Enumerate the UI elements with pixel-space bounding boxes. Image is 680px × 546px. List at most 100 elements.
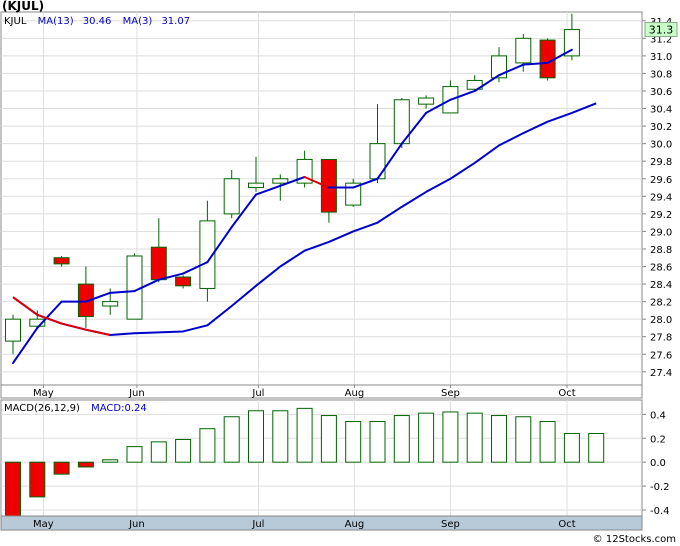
price-tick-label: 30.2	[650, 122, 672, 133]
candle-body-up	[29, 318, 46, 327]
candle	[466, 75, 483, 91]
macd-bar-positive	[248, 410, 264, 463]
macd-y-axis: 0.4 0.2 0.0 -0.2 -0.4	[642, 410, 670, 517]
candle-body-down	[175, 276, 192, 287]
macd-bar-positive	[369, 421, 386, 463]
ma3-segment	[12, 326, 39, 365]
macd-bar-positive	[563, 432, 580, 463]
macd-month-label: May	[33, 519, 54, 530]
macd-panel: 0.4 0.2 0.0 -0.2 -0.4 MACD(26,12,9) MACD:0.2…	[0, 399, 670, 517]
price-tick-label: 28.0	[650, 315, 672, 326]
ma3-segment	[230, 193, 257, 229]
ma3-segment	[303, 175, 330, 189]
candle	[345, 178, 362, 207]
chart-title: (KJUL)	[2, 0, 44, 13]
month-label: Oct	[558, 388, 575, 399]
macd-bar-positive	[223, 416, 240, 463]
candle-body-up	[466, 79, 483, 90]
price-gridlines	[1, 20, 642, 373]
macd-tick-label: 0.2	[650, 434, 666, 445]
legend-text: KJUL MA(13) 30.46 MA(3) 31.07	[4, 16, 190, 27]
candle-body-up	[272, 178, 289, 184]
legend-ma13-value: 30.46	[83, 16, 112, 27]
price-tick-label: 30.4	[650, 105, 672, 116]
macd-bar-negative	[53, 461, 70, 475]
macd-legend-value: 0.24	[125, 403, 147, 414]
price-tick-label: 27.6	[650, 350, 672, 361]
candle	[563, 13, 580, 61]
candle	[53, 255, 70, 267]
legend-ma3-value: 31.07	[161, 16, 190, 27]
macd-bar-positive	[296, 407, 313, 463]
price-tick-label: 30.0	[650, 140, 672, 151]
candle-body-up	[369, 143, 386, 180]
ma3-segment	[255, 184, 282, 196]
ma3-segment	[279, 175, 306, 187]
candle	[223, 169, 240, 219]
candle-body-up	[491, 55, 507, 79]
price-tick-label: 28.6	[650, 263, 672, 274]
candle-body-up	[102, 301, 119, 307]
candle-body-down	[320, 158, 337, 213]
macd-tick-label: -0.4	[650, 506, 670, 517]
candle-body-up	[418, 97, 435, 105]
ma3-segment	[109, 290, 136, 294]
macd-tick-label: -0.2	[650, 482, 670, 493]
candle-body-up	[563, 29, 580, 57]
candle	[296, 150, 313, 188]
macd-bar-positive	[466, 412, 483, 463]
macd-bar-positive	[418, 412, 435, 463]
month-label: Jun	[128, 388, 145, 399]
macd-bars	[5, 407, 605, 517]
price-tick-label: 31.2	[650, 34, 672, 45]
last-price-marker: 31.3	[644, 22, 678, 38]
ma3-segment	[473, 74, 500, 92]
price-tick-label: 27.8	[650, 333, 672, 344]
macd-bar-negative	[5, 461, 21, 517]
price-tick-label: 31.0	[650, 52, 672, 63]
ma3-segment	[522, 61, 549, 66]
candle	[539, 38, 556, 81]
candle-body-up	[345, 182, 362, 206]
ma3-segment	[182, 261, 209, 275]
last-price-label: 31.3	[649, 24, 674, 37]
macd-bar-negative	[29, 461, 46, 498]
legend-ma3-label: MA(3)	[123, 16, 153, 27]
candle	[175, 275, 192, 289]
price-tick-label: 29.2	[650, 210, 672, 221]
macd-bar-positive	[491, 415, 507, 463]
macd-tick-label: 0.0	[650, 458, 666, 469]
macd-bar-positive	[345, 421, 362, 463]
ma3-segment	[36, 300, 63, 329]
price-tick-label: 29.0	[650, 227, 672, 238]
ma3-segment	[498, 63, 525, 77]
month-label: Jul	[251, 388, 264, 399]
macd-bar-positive	[588, 432, 605, 463]
price-tick-label: 29.6	[650, 175, 672, 186]
ma3-segment	[546, 48, 573, 64]
price-x-axis: May Jun Jul Aug Sep Oct	[0, 384, 643, 399]
macd-bar-positive	[539, 421, 556, 463]
macd-month-label: Jun	[128, 519, 145, 530]
candle-body-down	[77, 283, 94, 318]
candle	[29, 310, 46, 328]
price-x-axis-band	[0, 384, 643, 399]
legend-symbol: KJUL	[4, 16, 27, 27]
macd-legend-label: MACD:	[91, 403, 124, 414]
ma3-segment	[84, 291, 112, 303]
candle	[320, 158, 337, 223]
candle-body-down	[150, 246, 167, 281]
macd-x-axis: May Jun Jul Aug Sep Oct	[0, 515, 643, 531]
macd-bar-positive	[515, 416, 532, 463]
macd-bar-negative	[77, 461, 94, 468]
price-tick-label: 30.6	[650, 87, 672, 98]
price-panel: 27.4 27.6 27.8 28.0 28.2 28.4 28.6 28.8 29.0 29.2…	[0, 0, 678, 386]
macd-bar-positive	[102, 459, 119, 463]
ma3-segment	[400, 111, 428, 145]
price-tick-label: 29.8	[650, 157, 672, 168]
ma3-segment	[157, 272, 185, 281]
month-label: Sep	[441, 388, 460, 399]
candle	[272, 174, 289, 201]
candle	[418, 95, 435, 109]
